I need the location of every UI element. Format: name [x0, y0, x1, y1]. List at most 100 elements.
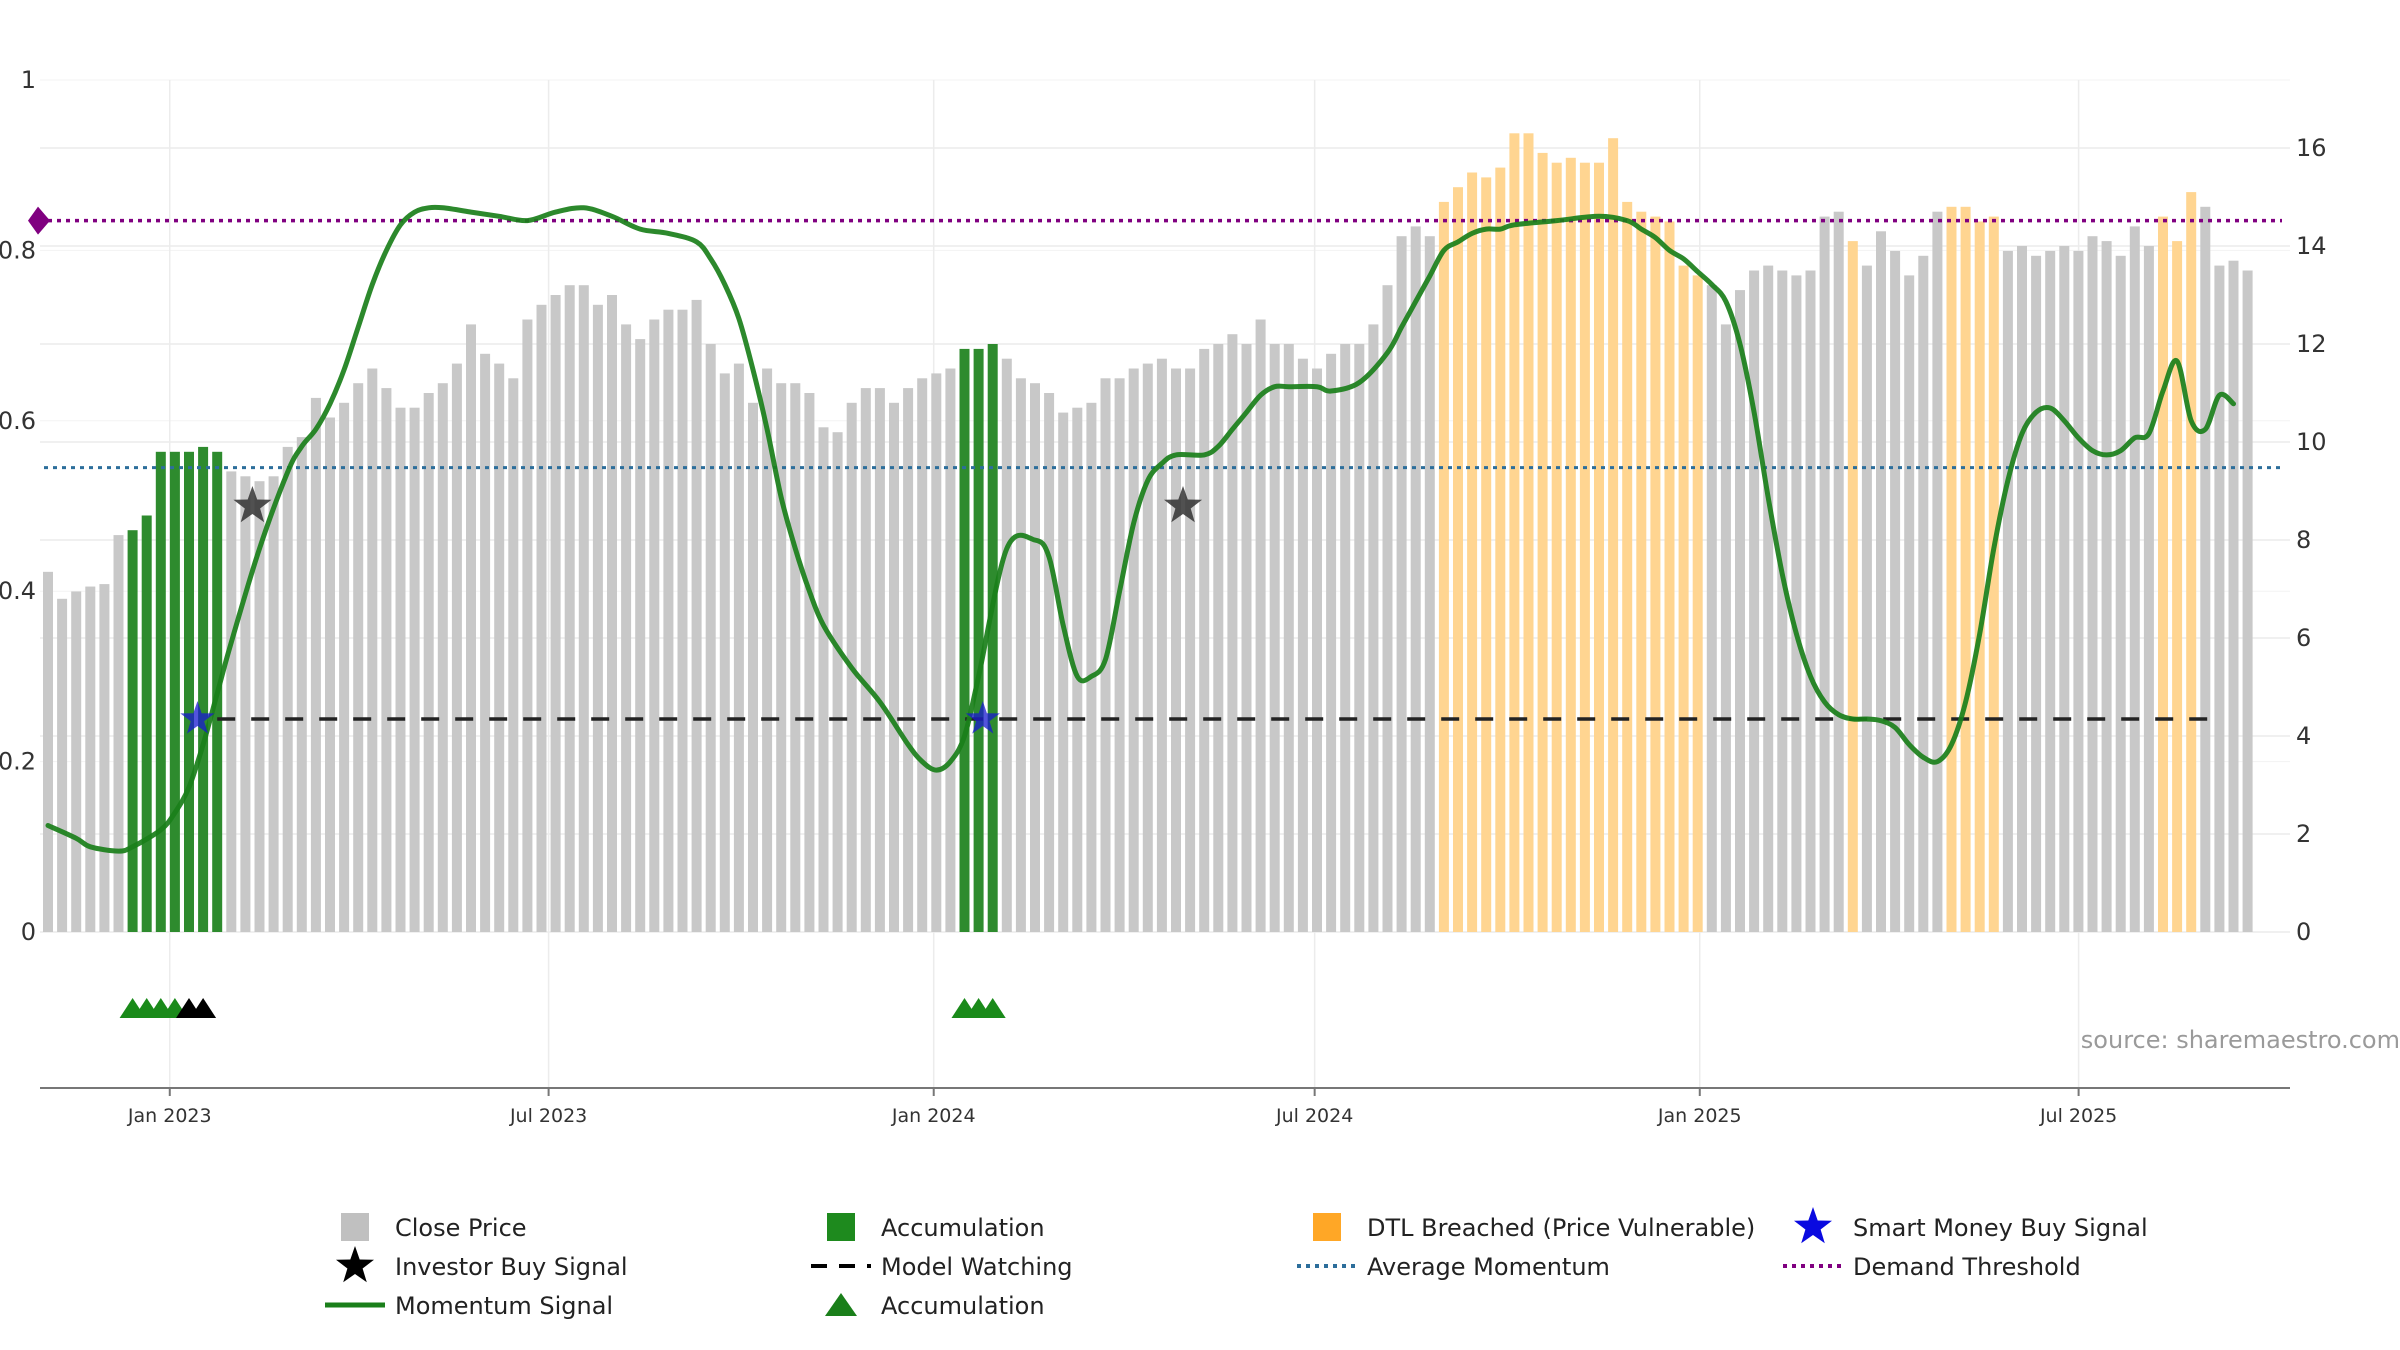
close-price-bar — [1861, 265, 1872, 933]
dtl-breached-bar — [1594, 162, 1604, 932]
close-price-bar — [2143, 246, 2154, 932]
close-price-bar — [1368, 324, 1379, 932]
right-axis-tick-label: 8 — [2296, 526, 2311, 554]
close-price-bar — [113, 535, 124, 932]
close-price-bar — [1749, 270, 1760, 932]
close-price-bar — [1255, 319, 1266, 932]
close-price-bar — [832, 432, 843, 932]
dtl-breached-bar — [1847, 241, 1858, 933]
close-price-bar — [1918, 255, 1929, 933]
close-price-bar — [1142, 363, 1153, 933]
legend-item-accum_bar: Accumulation — [827, 1213, 1045, 1242]
dtl-breached-bar — [1438, 201, 1449, 932]
close-price-bar — [85, 586, 96, 932]
accumulation-bar — [198, 446, 209, 932]
legend-label: Accumulation — [881, 1214, 1045, 1242]
close-price-bar — [748, 402, 758, 932]
legend-item-dtl: DTL Breached (Price Vulnerable) — [1313, 1213, 1755, 1242]
close-price-bar — [1354, 344, 1365, 932]
smart-money-buy-signal-star — [180, 701, 215, 734]
dtl-breached-bar — [1692, 275, 1703, 932]
close-price-bar — [296, 437, 307, 932]
accumulation-bar — [184, 451, 194, 932]
close-price-bar — [1763, 265, 1774, 933]
legend-label: Average Momentum — [1367, 1253, 1610, 1281]
right-axis-tick-label: 16 — [2296, 134, 2327, 162]
accumulation-bar — [155, 451, 166, 932]
close-price-bar — [71, 591, 82, 932]
close-price-bar — [2214, 265, 2225, 933]
close-price-bar — [2002, 250, 2013, 932]
close-price-bar — [99, 584, 110, 932]
right-axis-tick-label: 6 — [2296, 624, 2311, 652]
close-price-bar — [1396, 236, 1407, 932]
dtl-breached-bar — [1636, 211, 1647, 932]
close-price-bar — [649, 319, 660, 932]
legend-swatch — [1313, 1213, 1341, 1241]
close-price-bar — [2059, 246, 2070, 932]
dtl-breached-bar — [1537, 152, 1548, 932]
right-axis-tick-label: 14 — [2296, 232, 2327, 260]
dtl-breached-bar — [1608, 138, 1619, 932]
close-price-bar — [1269, 344, 1280, 932]
legend-star-icon — [1794, 1207, 1832, 1244]
close-price-bar — [691, 299, 702, 932]
close-price-bar — [578, 285, 589, 932]
close-price-bar — [889, 402, 899, 932]
close-price-bar — [1833, 211, 1844, 932]
close-price-bar — [1876, 231, 1886, 933]
legend-item-demand: Demand Threshold — [1783, 1253, 2081, 1281]
dtl-breached-bar — [1523, 133, 1534, 933]
legend-label: Model Watching — [881, 1253, 1073, 1281]
close-price-bar — [1199, 348, 1210, 932]
close-price-bar — [860, 388, 871, 933]
close-price-bar — [437, 383, 448, 932]
dtl-breached-bar — [1495, 167, 1506, 933]
accumulation-bar — [959, 348, 970, 932]
accumulation-bar — [973, 348, 984, 932]
legend-swatch — [341, 1213, 369, 1241]
close-price-bar — [635, 339, 646, 933]
close-price-bar — [903, 388, 914, 933]
dtl-breached-bar — [1974, 221, 1985, 932]
close-price-bar — [2129, 226, 2140, 932]
close-price-bar — [1001, 358, 1012, 932]
right-axis-tick-label: 10 — [2296, 428, 2327, 456]
investor-buy-signal-star — [233, 486, 272, 523]
dtl-breached-bar — [1467, 172, 1478, 932]
close-price-bar — [494, 363, 505, 933]
dtl-breached-bar — [1481, 177, 1492, 932]
close-price-bar — [2242, 270, 2253, 932]
dtl-breached-bar — [1579, 162, 1590, 932]
dtl-breached-bar — [1551, 162, 1562, 932]
close-price-bar — [2228, 260, 2239, 932]
accumulation-bar — [127, 530, 138, 932]
close-price-bar — [1058, 412, 1069, 933]
close-price-bar — [282, 446, 293, 932]
price-bars — [43, 133, 2253, 933]
close-price-bar — [254, 481, 265, 932]
close-price-bar — [1424, 236, 1435, 932]
close-price-bar — [1297, 358, 1308, 932]
legend-item-investor: Investor Buy Signal — [336, 1246, 628, 1283]
dtl-breached-bar — [1565, 157, 1576, 933]
close-price-bar — [1086, 402, 1097, 932]
close-price-bar — [1819, 216, 1830, 933]
left-axis-tick-label: 0.2 — [0, 748, 36, 776]
close-price-bar — [677, 309, 688, 932]
close-price-bar — [240, 476, 251, 932]
close-price-bar — [1114, 378, 1125, 932]
close-price-bar — [931, 373, 942, 932]
left-axis-tick-label: 0 — [21, 918, 36, 946]
accumulation-triangle — [190, 998, 217, 1018]
close-price-bar — [310, 397, 321, 932]
close-price-bar — [1185, 368, 1196, 932]
legend-triangle-icon — [825, 1293, 857, 1316]
close-price-bar — [339, 402, 350, 932]
close-price-bar — [451, 363, 462, 933]
close-price-bar — [480, 353, 491, 932]
close-price-bar — [1735, 290, 1745, 933]
dtl-breached-bar — [1664, 221, 1675, 932]
